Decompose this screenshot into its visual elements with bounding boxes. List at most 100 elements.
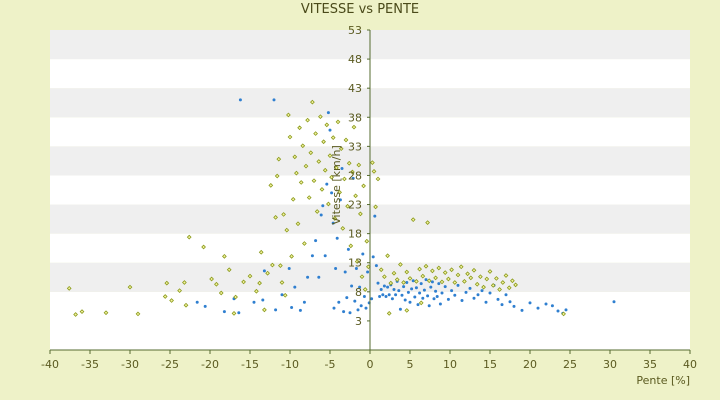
data-point	[424, 278, 428, 282]
data-point	[306, 195, 312, 200]
data-point	[356, 162, 362, 168]
data-point	[351, 124, 357, 130]
data-point	[66, 285, 72, 291]
data-point	[222, 310, 226, 314]
chart-title: VITESSE vs PENTE	[300, 2, 420, 17]
data-point	[169, 298, 174, 303]
data-point	[472, 296, 476, 300]
data-point	[262, 269, 266, 273]
data-point	[331, 221, 335, 225]
data-point	[286, 112, 291, 118]
data-point	[340, 166, 344, 170]
data-point	[398, 307, 402, 311]
data-point	[297, 125, 302, 131]
data-point	[302, 300, 306, 304]
data-point	[359, 304, 363, 308]
data-point	[335, 236, 339, 240]
data-point	[268, 182, 274, 188]
data-point	[292, 154, 298, 160]
data-point	[298, 180, 304, 185]
data-point	[460, 299, 464, 303]
data-point	[544, 302, 548, 306]
data-point	[494, 276, 499, 281]
data-point	[413, 295, 417, 299]
data-point	[438, 302, 442, 306]
data-point	[434, 289, 438, 293]
data-point	[278, 263, 283, 269]
x-tick-label: 20	[523, 358, 537, 371]
data-point	[446, 276, 451, 282]
data-point	[418, 300, 424, 306]
data-point	[345, 296, 349, 300]
data-point	[379, 287, 383, 291]
data-point	[561, 311, 566, 317]
data-point	[404, 269, 410, 275]
data-point	[404, 308, 410, 313]
data-point	[270, 262, 275, 268]
data-point	[370, 297, 374, 301]
data-point	[276, 156, 282, 162]
data-point	[311, 178, 317, 184]
data-point	[421, 296, 425, 300]
data-point	[290, 306, 294, 310]
data-point	[378, 267, 384, 273]
data-point	[281, 212, 286, 217]
data-point	[391, 270, 397, 276]
data-point	[364, 238, 370, 244]
data-point	[406, 290, 410, 294]
data-point	[313, 131, 318, 136]
data-point	[358, 285, 362, 289]
data-point	[319, 187, 325, 192]
data-point	[386, 285, 390, 289]
data-point	[490, 283, 496, 288]
data-point	[442, 270, 448, 275]
data-point	[319, 213, 323, 217]
x-tick-label: 10	[443, 358, 457, 371]
data-point	[258, 249, 264, 255]
data-points	[66, 98, 616, 317]
data-point	[343, 137, 349, 143]
x-tick-label: 30	[603, 358, 617, 371]
data-point	[376, 281, 380, 285]
data-point	[177, 288, 182, 294]
data-point	[503, 273, 509, 278]
data-point	[337, 300, 341, 304]
x-tick-label: -25	[161, 358, 179, 371]
data-point	[272, 98, 276, 102]
data-point	[329, 174, 334, 180]
data-point	[323, 254, 327, 258]
data-point	[348, 311, 352, 315]
data-point	[506, 285, 512, 291]
x-tick-label: -40	[41, 358, 59, 371]
data-point	[400, 293, 404, 297]
x-tick-label: 15	[483, 358, 497, 371]
data-point	[127, 284, 133, 290]
data-point	[214, 281, 219, 287]
data-point	[410, 287, 414, 291]
y-tick-label: 8	[355, 286, 362, 299]
data-point	[241, 279, 246, 285]
data-point	[425, 220, 430, 225]
data-point	[254, 288, 259, 294]
data-point	[405, 281, 409, 285]
data-point	[330, 135, 336, 141]
data-point	[340, 226, 346, 231]
data-point	[294, 170, 299, 176]
data-point	[325, 182, 329, 186]
data-point	[612, 300, 616, 304]
data-point	[504, 293, 508, 297]
data-point	[351, 176, 355, 180]
data-point	[426, 278, 432, 284]
data-point	[314, 209, 320, 214]
data-point	[346, 247, 350, 251]
data-point	[321, 139, 326, 145]
data-point	[322, 167, 328, 173]
y-tick-label: 3	[355, 315, 362, 328]
data-point	[282, 292, 288, 298]
data-point	[407, 276, 413, 281]
data-point	[452, 280, 458, 285]
data-point	[484, 276, 490, 282]
data-point	[274, 308, 278, 312]
x-tick-label: -10	[281, 358, 299, 371]
y-tick-label: 18	[348, 228, 362, 241]
